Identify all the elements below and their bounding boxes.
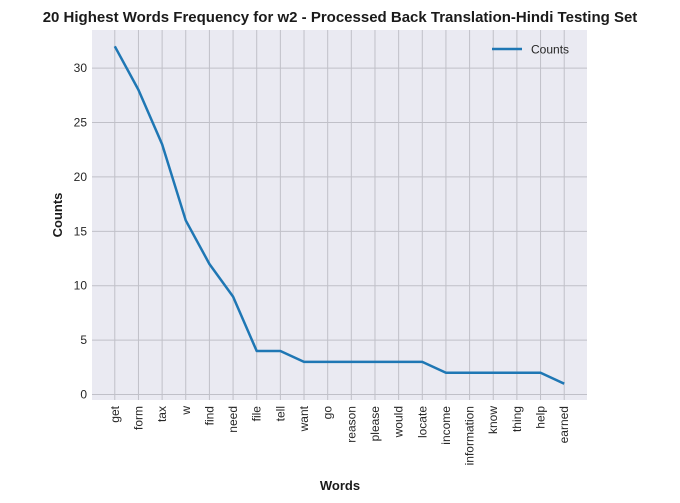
x-tick-label: income bbox=[439, 406, 453, 445]
plot-area bbox=[92, 30, 587, 400]
legend: Counts bbox=[492, 43, 569, 57]
x-tick-label: locate bbox=[415, 406, 429, 438]
x-tick-label: help bbox=[534, 406, 548, 429]
y-tick-label: 15 bbox=[74, 224, 88, 238]
grid bbox=[92, 30, 587, 400]
x-tick-label: would bbox=[392, 406, 406, 438]
x-tick-label: go bbox=[321, 406, 335, 420]
y-tick-label: 25 bbox=[74, 116, 88, 130]
legend-label-counts: Counts bbox=[531, 43, 569, 57]
x-tick-label: need bbox=[226, 406, 240, 433]
x-tick-label: earned bbox=[557, 406, 571, 443]
x-tick-label: thing bbox=[510, 406, 524, 432]
x-axis-label: Words bbox=[320, 478, 360, 493]
x-tick-label: tax bbox=[155, 406, 169, 422]
y-axis-ticks: 0 5 10 15 20 25 30 bbox=[74, 61, 88, 401]
y-tick-label: 20 bbox=[74, 170, 88, 184]
x-tick-label: find bbox=[202, 406, 216, 425]
x-tick-label: tell bbox=[273, 406, 287, 421]
x-tick-label: file bbox=[250, 406, 264, 422]
x-tick-label: get bbox=[108, 405, 122, 422]
series bbox=[113, 45, 565, 385]
x-tick-label: w bbox=[179, 406, 193, 416]
y-axis-label: Counts bbox=[50, 193, 65, 238]
x-tick-label: please bbox=[368, 406, 382, 442]
y-tick-label: 10 bbox=[74, 279, 88, 293]
x-axis-ticks: get form tax w find need file tell want go reason p… bbox=[108, 405, 571, 465]
x-tick-label: reason bbox=[344, 406, 358, 443]
y-tick-label: 5 bbox=[80, 333, 87, 347]
x-tick-label: information bbox=[463, 406, 477, 465]
y-tick-label: 0 bbox=[80, 388, 87, 402]
y-tick-label: 30 bbox=[74, 61, 88, 75]
chart-title: 20 Highest Words Frequency for w2 - Proc… bbox=[43, 9, 638, 26]
series-line-counts bbox=[113, 45, 565, 385]
x-tick-label: know bbox=[486, 406, 500, 434]
x-tick-label: want bbox=[297, 405, 311, 432]
x-tick-label: form bbox=[131, 406, 145, 430]
